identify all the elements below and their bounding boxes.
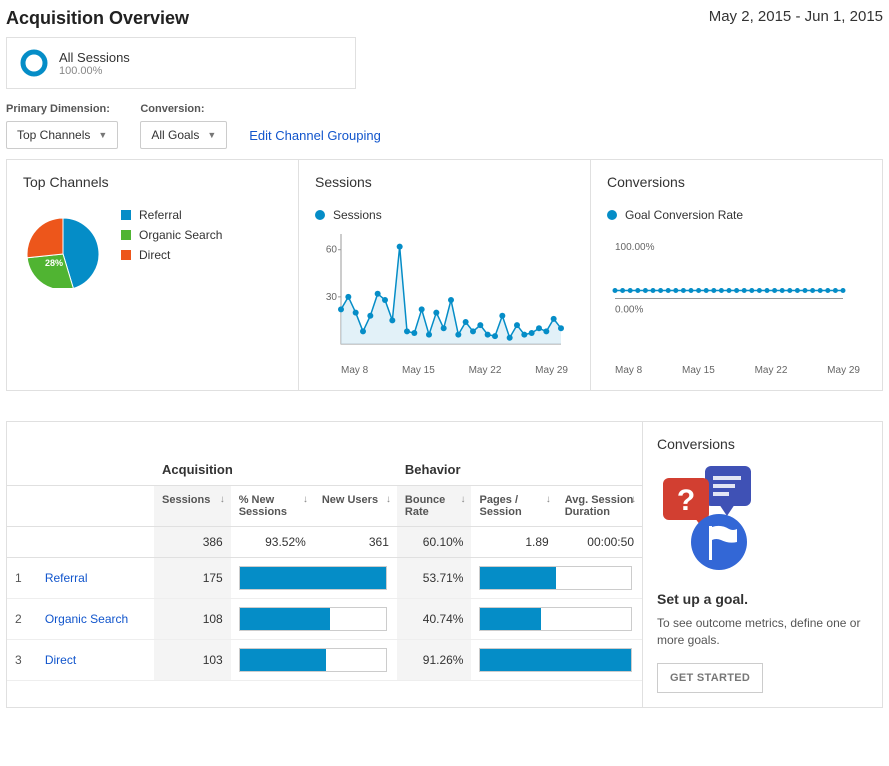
setup-goal-heading: Set up a goal. <box>657 591 868 607</box>
sessions-ring-icon <box>19 48 49 78</box>
sort-arrow-icon: ↓ <box>303 494 308 505</box>
legend-item: Organic Search <box>121 228 222 242</box>
row-index: 1 <box>7 558 37 599</box>
sessions-bar <box>231 558 397 599</box>
legend-swatch <box>121 210 131 220</box>
sessions-legend: Sessions <box>315 208 574 222</box>
svg-text:28%: 28% <box>45 258 63 268</box>
sessions-x-labels: May 8May 15May 22May 29 <box>315 365 574 376</box>
chevron-down-icon: ▼ <box>207 130 216 140</box>
edit-channel-grouping-link[interactable]: Edit Channel Grouping <box>249 128 381 143</box>
conversions-legend: Goal Conversion Rate <box>607 208 866 222</box>
controls-row: Primary Dimension: Top Channels ▼ Conver… <box>6 103 883 149</box>
all-sessions-card[interactable]: All Sessions 100.00% <box>6 37 356 89</box>
all-sessions-percent: 100.00% <box>59 65 130 77</box>
top-channels-legend: Referral Organic Search Direct <box>121 208 222 268</box>
channel-link[interactable]: Organic Search <box>37 599 154 640</box>
legend-item: Referral <box>121 208 222 222</box>
legend-item: Direct <box>121 248 222 262</box>
row-bounce: 40.74% <box>397 599 472 640</box>
sessions-bar <box>231 640 397 681</box>
row-sessions: 175 <box>154 558 231 599</box>
sessions-col[interactable]: Sessions↓ <box>154 486 231 527</box>
row-sessions: 103 <box>154 640 231 681</box>
bounce-col[interactable]: Bounce Rate↓ <box>397 486 472 527</box>
table-row: 1Referral175 53.71% <box>7 558 642 599</box>
conversions-side-title: Conversions <box>657 436 868 452</box>
top-channels-panel: Top Channels 28% Referral Organic Search D… <box>7 160 299 390</box>
date-range[interactable]: May 2, 2015 - Jun 1, 2015 <box>709 8 883 25</box>
total-new-users: 361 <box>314 527 397 558</box>
legend-swatch <box>121 230 131 240</box>
sort-arrow-icon: ↓ <box>460 494 465 505</box>
top-channels-pie: 28% <box>23 208 103 288</box>
sessions-panel-title: Sessions <box>315 174 574 190</box>
channel-link[interactable]: Direct <box>37 640 154 681</box>
conversions-legend-dot <box>607 210 617 220</box>
legend-label: Organic Search <box>139 228 222 242</box>
sessions-chart: 30 60 <box>315 228 565 358</box>
legend-label: Direct <box>139 248 170 262</box>
conversions-chart: 100.00% 0.00% <box>607 228 847 358</box>
row-bounce: 53.71% <box>397 558 472 599</box>
legend-label: Referral <box>139 208 182 222</box>
sort-arrow-icon: ↓ <box>546 494 551 505</box>
primary-dimension-value: Top Channels <box>17 128 90 142</box>
sessions-legend-label: Sessions <box>333 208 382 222</box>
total-sessions: 386 <box>154 527 231 558</box>
sort-arrow-icon: ↓ <box>386 494 391 505</box>
pct-new-col[interactable]: % New Sessions↓ <box>231 486 314 527</box>
sessions-bar <box>231 599 397 640</box>
conversion-value: All Goals <box>151 128 199 142</box>
row-index: 2 <box>7 599 37 640</box>
goal-illustration-icon: ? <box>657 464 767 574</box>
conversion-label: Conversion: <box>140 103 227 115</box>
total-duration: 00:00:50 <box>557 527 642 558</box>
primary-dimension-dropdown[interactable]: Top Channels ▼ <box>6 121 118 149</box>
all-sessions-label: All Sessions <box>59 50 130 65</box>
behavior-section-header: Behavior <box>397 422 642 486</box>
total-pages: 1.89 <box>471 527 556 558</box>
chevron-down-icon: ▼ <box>98 130 107 140</box>
conversions-panel-title: Conversions <box>607 174 866 190</box>
sort-arrow-icon: ↓ <box>220 494 225 505</box>
table-row: 3Direct103 91.26% <box>7 640 642 681</box>
acquisition-section-header: Acquisition <box>154 422 397 486</box>
svg-text:?: ? <box>677 484 695 517</box>
pages-bar <box>471 599 642 640</box>
page-title: Acquisition Overview <box>6 8 189 29</box>
top-channels-title: Top Channels <box>23 174 282 190</box>
table-row: 2Organic Search108 40.74% <box>7 599 642 640</box>
conversions-legend-label: Goal Conversion Rate <box>625 208 743 222</box>
total-pct-new: 93.52% <box>231 527 314 558</box>
conversions-side-panel: Conversions ? Set up a goal. To see outc… <box>642 422 882 707</box>
setup-goal-desc: To see outcome metrics, define one or mo… <box>657 615 868 649</box>
new-users-col[interactable]: New Users↓ <box>314 486 397 527</box>
conversions-panel: Conversions Goal Conversion Rate 100.00%… <box>591 160 882 390</box>
pages-bar <box>471 558 642 599</box>
row-bounce: 91.26% <box>397 640 472 681</box>
svg-text:60: 60 <box>326 245 338 256</box>
total-bounce: 60.10% <box>397 527 472 558</box>
row-sessions: 108 <box>154 599 231 640</box>
acquisition-table: Acquisition Behavior Sessions↓ % New Ses… <box>7 422 642 681</box>
acquisition-table-wrap: Acquisition Behavior Sessions↓ % New Ses… <box>6 421 883 708</box>
svg-text:30: 30 <box>326 292 338 303</box>
sessions-panel: Sessions Sessions 30 60 May 8May 15May 22… <box>299 160 591 390</box>
svg-text:0.00%: 0.00% <box>615 305 643 316</box>
pages-bar <box>471 640 642 681</box>
channel-link[interactable]: Referral <box>37 558 154 599</box>
svg-text:100.00%: 100.00% <box>615 242 655 253</box>
row-index: 3 <box>7 640 37 681</box>
duration-col[interactable]: Avg. Session Duration↓ <box>557 486 642 527</box>
conversion-dropdown[interactable]: All Goals ▼ <box>140 121 227 149</box>
sort-arrow-icon: ↓ <box>631 494 636 505</box>
get-started-button[interactable]: GET STARTED <box>657 663 763 693</box>
sessions-legend-dot <box>315 210 325 220</box>
primary-dimension-label: Primary Dimension: <box>6 103 118 115</box>
conversions-x-labels: May 8May 15May 22May 29 <box>607 365 866 376</box>
pages-col[interactable]: Pages / Session↓ <box>471 486 556 527</box>
legend-swatch <box>121 250 131 260</box>
overview-panels: Top Channels 28% Referral Organic Search D… <box>6 159 883 391</box>
